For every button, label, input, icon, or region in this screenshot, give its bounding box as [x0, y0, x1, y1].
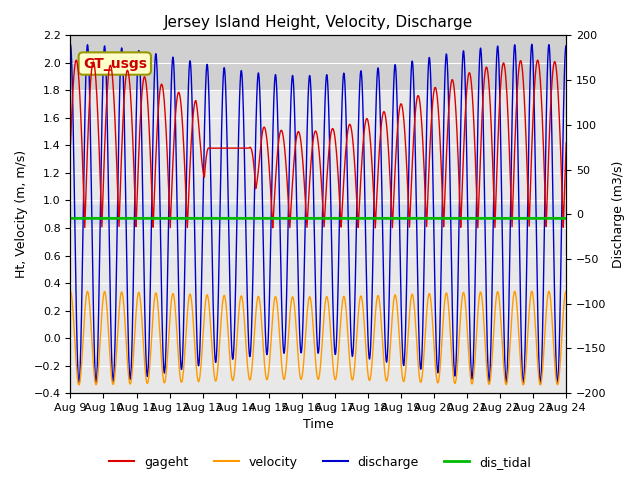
Bar — [70, 36, 566, 90]
Y-axis label: Ht, Velocity (m, m/s): Ht, Velocity (m, m/s) — [15, 150, 28, 278]
Text: GT_usgs: GT_usgs — [83, 57, 147, 71]
Title: Jersey Island Height, Velocity, Discharge: Jersey Island Height, Velocity, Discharg… — [164, 15, 473, 30]
X-axis label: Time: Time — [303, 419, 333, 432]
Bar — [70, 205, 566, 223]
Y-axis label: Discharge (m3/s): Discharge (m3/s) — [612, 160, 625, 268]
Legend: gageht, velocity, discharge, dis_tidal: gageht, velocity, discharge, dis_tidal — [104, 451, 536, 474]
